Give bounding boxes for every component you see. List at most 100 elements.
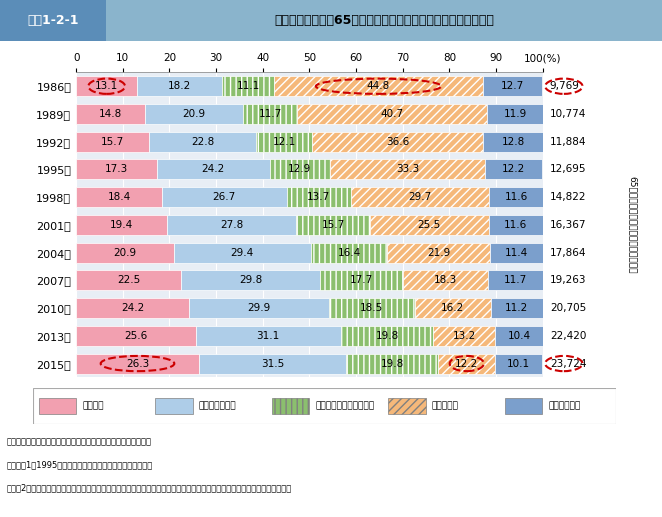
Text: 20.9: 20.9 <box>183 109 205 119</box>
Text: 23,724: 23,724 <box>550 359 587 369</box>
Text: 13.2: 13.2 <box>452 331 475 341</box>
Bar <box>328 298 415 318</box>
Text: 19,263: 19,263 <box>550 276 587 285</box>
Text: 40.7: 40.7 <box>381 109 404 119</box>
Text: 15.7: 15.7 <box>101 136 124 147</box>
Bar <box>489 187 544 207</box>
Text: 20,705: 20,705 <box>550 303 586 313</box>
Text: 17,864: 17,864 <box>550 248 587 257</box>
Text: 10.4: 10.4 <box>508 331 531 341</box>
Text: 資料：厘生労働省政策統括官付世帯統計室「国民生活基礎調査」: 資料：厘生労働省政策統括官付世帯統計室「国民生活基礎調査」 <box>7 437 152 446</box>
Text: 世帯構造別に見た65歳以上の者のいる世帯数の構成割合の推移: 世帯構造別に見た65歳以上の者のいる世帯数の構成割合の推移 <box>274 14 494 27</box>
Bar <box>157 159 270 179</box>
Text: 10.1: 10.1 <box>507 359 530 369</box>
FancyBboxPatch shape <box>39 398 76 414</box>
Bar <box>274 77 483 96</box>
Bar <box>320 270 402 291</box>
FancyBboxPatch shape <box>505 398 542 414</box>
Bar <box>489 215 543 235</box>
Bar <box>256 132 312 151</box>
Bar <box>346 354 438 373</box>
Text: 19.8: 19.8 <box>381 359 404 369</box>
Bar <box>297 215 369 235</box>
FancyBboxPatch shape <box>389 398 426 414</box>
Text: 16.4: 16.4 <box>338 248 361 257</box>
Text: 15.7: 15.7 <box>322 220 345 230</box>
Text: 2．「親と未婚の子のみの世帯」とは、「夫婦と未婚の子のみの世帯」及び「ひとり親と未婚の子のみの世帯」をいう。: 2．「親と未婚の子のみの世帯」とは、「夫婦と未婚の子のみの世帯」及び「ひとり親と… <box>7 483 292 492</box>
Text: 21.9: 21.9 <box>427 248 450 257</box>
Bar <box>415 298 491 318</box>
Bar <box>76 354 199 373</box>
Text: 13.1: 13.1 <box>95 81 118 91</box>
Bar <box>76 159 157 179</box>
Text: 11.4: 11.4 <box>504 248 528 257</box>
Text: 13.7: 13.7 <box>307 192 330 202</box>
Bar <box>433 326 495 346</box>
Text: 29.8: 29.8 <box>239 276 262 285</box>
Text: 11,884: 11,884 <box>550 136 587 147</box>
Bar <box>76 298 189 318</box>
Bar <box>76 242 173 263</box>
Bar <box>491 298 543 318</box>
Text: 10,774: 10,774 <box>550 109 587 119</box>
Bar <box>189 298 328 318</box>
Text: 29.9: 29.9 <box>247 303 271 313</box>
Text: 16.2: 16.2 <box>441 303 464 313</box>
Text: 図表1-2-1: 図表1-2-1 <box>27 14 79 27</box>
Text: 12.8: 12.8 <box>501 136 524 147</box>
Bar <box>297 104 487 124</box>
Bar <box>287 187 351 207</box>
Text: 25.6: 25.6 <box>124 331 148 341</box>
Text: 11.7: 11.7 <box>504 276 527 285</box>
Text: 27.8: 27.8 <box>220 220 243 230</box>
Text: 12.9: 12.9 <box>288 164 312 174</box>
Text: 18.3: 18.3 <box>434 276 457 285</box>
Bar <box>387 242 490 263</box>
Text: 17.7: 17.7 <box>350 276 373 285</box>
FancyBboxPatch shape <box>106 0 662 41</box>
Text: 18.4: 18.4 <box>107 192 130 202</box>
Text: 65歳以上の者のいる世帯数（千世帯）: 65歳以上の者のいる世帯数（千世帯） <box>628 176 637 273</box>
Bar <box>438 354 495 373</box>
Text: 22.8: 22.8 <box>191 136 214 147</box>
Bar <box>173 242 311 263</box>
Text: 11.2: 11.2 <box>505 303 528 313</box>
Bar <box>341 326 433 346</box>
Bar <box>489 270 543 291</box>
Text: 12.7: 12.7 <box>501 81 524 91</box>
Bar <box>167 215 297 235</box>
Bar <box>181 270 320 291</box>
Text: 9,769: 9,769 <box>550 81 580 91</box>
Text: 19.4: 19.4 <box>110 220 133 230</box>
Text: 18.2: 18.2 <box>168 81 191 91</box>
Text: 親と未婚の子のみの世帯: 親と未婚の子のみの世帯 <box>315 401 374 410</box>
Bar <box>270 159 330 179</box>
Text: 16,367: 16,367 <box>550 220 587 230</box>
Text: 31.1: 31.1 <box>257 331 280 341</box>
Text: 17.3: 17.3 <box>105 164 128 174</box>
Text: 12.2: 12.2 <box>502 164 526 174</box>
Text: 14,822: 14,822 <box>550 192 587 202</box>
Text: 20.9: 20.9 <box>113 248 136 257</box>
Text: 単独世帯: 単独世帯 <box>82 401 103 410</box>
Text: 14.8: 14.8 <box>99 109 122 119</box>
Bar <box>312 132 483 151</box>
Bar <box>311 242 387 263</box>
FancyBboxPatch shape <box>156 398 193 414</box>
Text: 12.1: 12.1 <box>273 136 296 147</box>
Bar <box>76 326 195 346</box>
Bar <box>195 326 341 346</box>
Text: 11.6: 11.6 <box>504 220 528 230</box>
FancyBboxPatch shape <box>0 0 106 41</box>
Text: 24.2: 24.2 <box>121 303 144 313</box>
Text: 29.7: 29.7 <box>408 192 432 202</box>
Bar <box>402 270 489 291</box>
Bar <box>76 215 167 235</box>
Text: 11.1: 11.1 <box>236 81 260 91</box>
Text: 11.9: 11.9 <box>503 109 527 119</box>
Text: 26.7: 26.7 <box>213 192 236 202</box>
Text: 26.3: 26.3 <box>126 359 149 369</box>
Bar <box>369 215 489 235</box>
Bar <box>483 132 543 151</box>
Text: 18.5: 18.5 <box>360 303 383 313</box>
